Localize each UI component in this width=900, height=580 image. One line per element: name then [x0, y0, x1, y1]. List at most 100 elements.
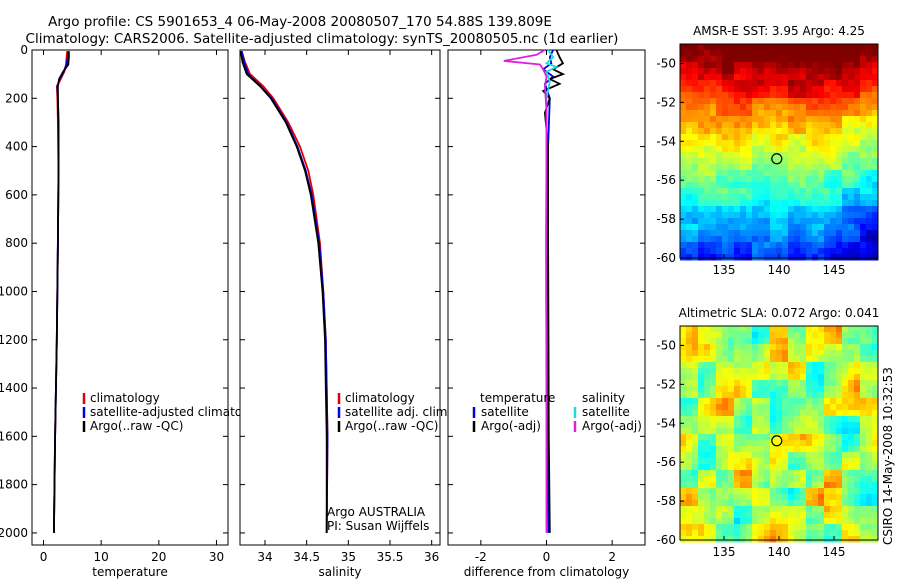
map-cell: [866, 206, 873, 213]
map-cell: [818, 128, 825, 135]
map-cell: [842, 242, 849, 249]
map-cell: [722, 338, 729, 345]
map-cell: [728, 242, 735, 249]
map-cell: [776, 218, 783, 225]
map-cell: [872, 122, 879, 129]
map-cell: [782, 332, 789, 339]
map-cell: [842, 344, 849, 351]
map-cell: [866, 194, 873, 201]
map-cell: [746, 164, 753, 171]
map-cell: [818, 464, 825, 471]
map-cell: [848, 458, 855, 465]
map-cell: [842, 326, 849, 333]
map-cell: [716, 44, 723, 51]
map-cell: [680, 128, 687, 135]
map-cell: [692, 152, 699, 159]
map-cell: [740, 56, 747, 63]
map-cell: [764, 182, 771, 189]
map-cell: [770, 104, 777, 111]
map-cell: [734, 506, 741, 513]
map-cell: [872, 422, 879, 429]
map-cell: [734, 74, 741, 81]
map-cell: [800, 464, 807, 471]
map-cell: [866, 230, 873, 237]
map-cell: [704, 344, 711, 351]
map-cell: [722, 44, 729, 51]
map-cell: [842, 182, 849, 189]
map-cell: [854, 536, 861, 543]
map-cell: [800, 356, 807, 363]
map-cell: [770, 62, 777, 69]
map-cell: [740, 332, 747, 339]
map-cell: [680, 494, 687, 501]
map-cell: [800, 362, 807, 369]
map-cell: [746, 254, 753, 261]
map-cell: [806, 500, 813, 507]
map-cell: [698, 224, 705, 231]
map-cell: [824, 356, 831, 363]
map-cell: [686, 434, 693, 441]
map-cell: [764, 326, 771, 333]
map-cell: [836, 254, 843, 261]
map-cell: [752, 98, 759, 105]
map-cell: [734, 122, 741, 129]
map-cell: [740, 392, 747, 399]
map-cell: [752, 428, 759, 435]
map-cell: [752, 512, 759, 519]
map-cell: [746, 524, 753, 531]
map-cell: [746, 128, 753, 135]
map-cell: [734, 536, 741, 543]
map-cell: [866, 176, 873, 183]
map-cell: [698, 134, 705, 141]
map-cell: [866, 440, 873, 447]
map-cell: [764, 422, 771, 429]
map-cell: [806, 230, 813, 237]
map-cell: [686, 122, 693, 129]
map-cell: [854, 242, 861, 249]
map-cell: [758, 74, 765, 81]
map-cell: [794, 152, 801, 159]
map-cell: [788, 524, 795, 531]
map-cell: [800, 338, 807, 345]
map-cell: [716, 362, 723, 369]
map-cell: [794, 518, 801, 525]
map-cell: [848, 464, 855, 471]
map-cell: [854, 92, 861, 99]
map-cell: [860, 470, 867, 477]
map-cell: [764, 512, 771, 519]
map-cell: [758, 98, 765, 105]
map-cell: [752, 128, 759, 135]
map-cell: [806, 44, 813, 51]
map-cell: [824, 536, 831, 543]
map-cell: [740, 92, 747, 99]
map-cell: [686, 356, 693, 363]
map-cell: [740, 80, 747, 87]
map-cell: [704, 188, 711, 195]
map-cell: [782, 50, 789, 57]
map-cell: [704, 74, 711, 81]
map-cell: [716, 116, 723, 123]
map-cell: [716, 500, 723, 507]
map-cell: [686, 482, 693, 489]
map-cell: [818, 152, 825, 159]
map-cell: [788, 488, 795, 495]
map-cell: [746, 506, 753, 513]
map-cell: [698, 392, 705, 399]
map-cell: [704, 158, 711, 165]
map-cell: [830, 356, 837, 363]
map-cell: [680, 182, 687, 189]
map-cell: [698, 440, 705, 447]
map-cell: [704, 518, 711, 525]
map-cell: [866, 524, 873, 531]
map-cell: [722, 146, 729, 153]
map-cell: [698, 140, 705, 147]
map-cell: [848, 80, 855, 87]
annotation-line: PI: Susan Wijffels: [327, 519, 429, 533]
map-cell: [716, 104, 723, 111]
map-cell: [764, 428, 771, 435]
map-cell: [788, 182, 795, 189]
map-cell: [806, 140, 813, 147]
map-cell: [830, 398, 837, 405]
map-cell: [770, 44, 777, 51]
map-cell: [854, 524, 861, 531]
